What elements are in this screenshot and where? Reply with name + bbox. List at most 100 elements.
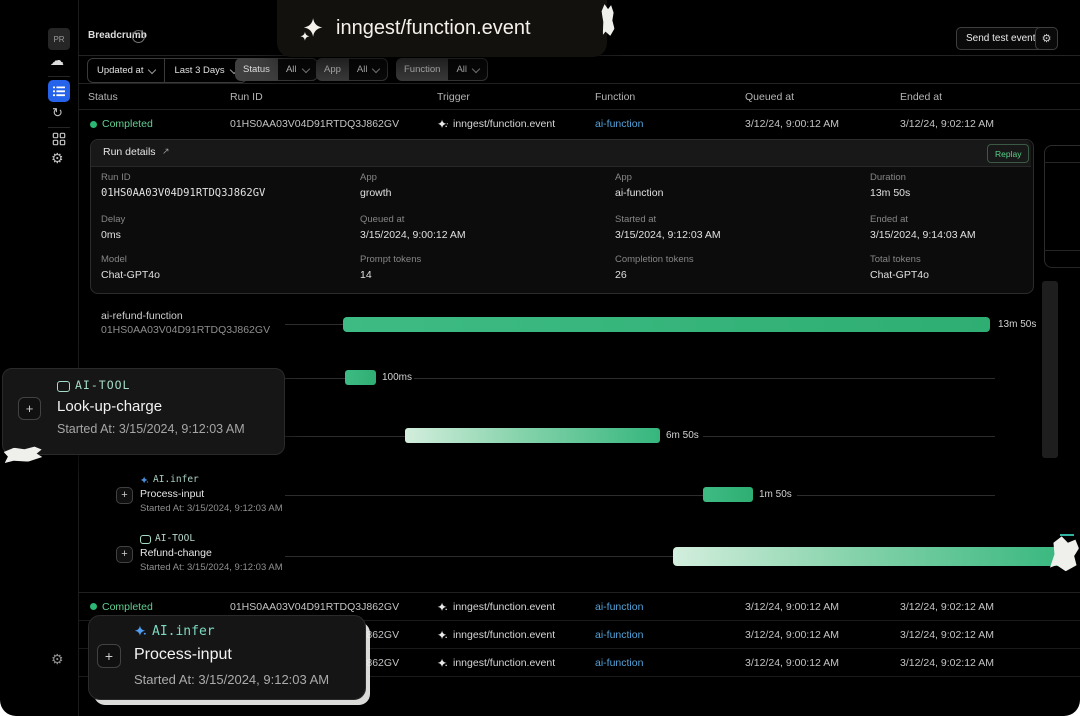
sidebar-separator — [48, 127, 70, 128]
field-label: Started at — [615, 214, 657, 225]
function-filter[interactable]: Function All — [396, 58, 488, 81]
timeline-bar-step4[interactable] — [673, 547, 1071, 566]
table-row[interactable]: Completed 01HS0AA03V04D91RTDQ3J862GV inn… — [78, 110, 1080, 139]
timeline-root-name: ai-refund-function — [101, 310, 183, 322]
chevron-down-icon — [372, 64, 381, 73]
apps-grid-icon[interactable] — [52, 132, 66, 146]
step-tooltip: AI.infer + Process-input Started At: 3/1… — [88, 615, 366, 700]
duration-value: 13m 50s — [870, 187, 911, 199]
scrollbar-thumb[interactable] — [1042, 281, 1058, 458]
delay-value: 0ms — [101, 229, 121, 241]
queued-at: 3/12/24, 9:00:12 AM — [745, 601, 839, 613]
status-dot — [90, 121, 97, 128]
column-header-status[interactable]: Status — [88, 91, 118, 103]
expand-step-button[interactable]: + — [116, 487, 133, 504]
step-tooltip: AI-TOOL + Look-up-charge Started At: 3/1… — [2, 368, 285, 455]
sort-and-range-filter: Updated at Last 3 Days — [87, 58, 247, 83]
queued-at-value: 3/15/2024, 9:00:12 AM — [360, 229, 466, 241]
function-link[interactable]: ai-function — [595, 601, 644, 613]
column-header-run-id[interactable]: Run ID — [230, 91, 263, 103]
field-label: Delay — [101, 214, 126, 225]
queued-at: 3/12/24, 9:00:12 AM — [745, 657, 839, 669]
field-label: Queued at — [360, 214, 405, 225]
app-filter-value[interactable]: All — [348, 58, 389, 81]
column-header-trigger[interactable]: Trigger — [437, 91, 470, 103]
event-header-card — [277, 0, 607, 57]
timeline-bar-step3[interactable] — [703, 487, 753, 502]
gear-icon[interactable]: ⚙ — [51, 150, 64, 166]
expand-step-button[interactable]: + — [97, 644, 121, 668]
function-filter-value[interactable]: All — [448, 58, 488, 81]
tooltip-started-at: Started At: 3/15/2024, 9:12:03 AM — [134, 672, 330, 687]
tooltip-step-name: Process-input — [134, 646, 232, 663]
function-link[interactable]: ai-function — [615, 187, 664, 199]
settings-gear-icon[interactable]: ⚙ — [51, 651, 64, 667]
inngest-sparkle-icon — [299, 16, 325, 42]
run-id: 01HS0AA03V04D91RTDQ3J862GV — [230, 118, 400, 130]
expand-step-button[interactable]: + — [18, 397, 41, 420]
date-range-label: Last 3 Days — [174, 65, 225, 76]
status-filter[interactable]: Status All — [235, 58, 318, 81]
sort-filter[interactable]: Updated at — [88, 59, 164, 82]
run-status: Completed — [102, 118, 153, 130]
step-name: Process-input — [140, 488, 205, 500]
run-details-header — [91, 140, 1031, 167]
app-filter-chip: App — [316, 58, 349, 81]
function-link[interactable]: ai-function — [595, 657, 644, 669]
run-id: 01HS0AA03V04D91RTDQ3J862GV — [230, 601, 400, 613]
status-filter-value[interactable]: All — [277, 58, 318, 81]
timeline-bar-step2[interactable] — [405, 428, 660, 443]
field-label: Model — [101, 254, 127, 265]
help-icon[interactable]: ? — [132, 30, 145, 43]
function-filter-chip: Function — [396, 58, 449, 81]
chevron-down-icon — [301, 64, 310, 73]
trigger-event: inngest/function.event — [453, 118, 556, 130]
sort-filter-label: Updated at — [97, 65, 144, 76]
queued-at: 3/12/24, 9:00:12 AM — [745, 118, 839, 130]
app-filter[interactable]: App All — [316, 58, 389, 81]
trigger-event: inngest/function.event — [453, 629, 556, 641]
duration-label: 6m 50s — [666, 430, 699, 441]
sparkle-icon — [140, 476, 149, 485]
replay-button[interactable]: Replay — [987, 144, 1030, 163]
function-link[interactable]: ai-function — [595, 629, 644, 641]
collapsed-panel-edge — [1044, 145, 1080, 268]
column-header-function[interactable]: Function — [595, 91, 636, 103]
tool-loop-icon — [140, 535, 151, 544]
column-header-queued-at[interactable]: Queued at — [745, 91, 795, 103]
table-row[interactable]: Completed 01HS0AA03V04D91RTDQ3J862GV inn… — [78, 593, 1080, 621]
external-link-icon[interactable]: ↗ — [162, 146, 170, 156]
status-filter-selected: All — [285, 64, 297, 75]
app-link[interactable]: growth — [360, 187, 392, 199]
cloud-icon[interactable]: ☁ — [50, 52, 64, 68]
column-header-ended-at[interactable]: Ended at — [900, 91, 943, 103]
tooltip-step-name: Look-up-charge — [57, 398, 163, 415]
send-test-event-button[interactable]: Send test event — [956, 27, 1046, 50]
timeline-root-run-id: 01HS0AA03V04D91RTDQ3J862GV — [101, 324, 271, 336]
field-label: App — [615, 172, 632, 183]
expand-step-button[interactable]: + — [116, 546, 133, 563]
function-link[interactable]: ai-function — [595, 118, 644, 130]
ended-at: 3/12/24, 9:02:12 AM — [900, 118, 994, 130]
runs-list-icon — [53, 86, 65, 97]
avatar[interactable]: PR — [48, 28, 70, 50]
ended-at-value: 3/15/2024, 9:14:03 AM — [870, 229, 976, 241]
status-dot — [90, 603, 97, 610]
cursor-scribble — [601, 4, 615, 37]
sidebar-item-runs-active[interactable] — [48, 80, 70, 102]
sparkle-icon — [134, 625, 147, 638]
field-label: Total tokens — [870, 254, 921, 265]
date-range-filter[interactable]: Last 3 Days — [164, 59, 245, 82]
settings-button-gear-icon[interactable]: ⚙ — [1035, 27, 1058, 50]
timeline-bar-step1[interactable] — [345, 370, 376, 385]
sparkle-icon — [437, 630, 448, 641]
run-details-title: Run details — [103, 146, 156, 158]
prompt-tokens-value: 14 — [360, 269, 372, 281]
timeline-bar-root[interactable] — [343, 317, 990, 332]
duration-label: 1m 50s — [759, 489, 792, 500]
step-type-label: AI-TOOL — [155, 533, 196, 544]
refresh-icon[interactable]: ↻ — [52, 105, 63, 120]
selection-tick — [1060, 534, 1074, 536]
ended-at: 3/12/24, 9:02:12 AM — [900, 601, 994, 613]
sparkle-icon — [437, 119, 448, 130]
